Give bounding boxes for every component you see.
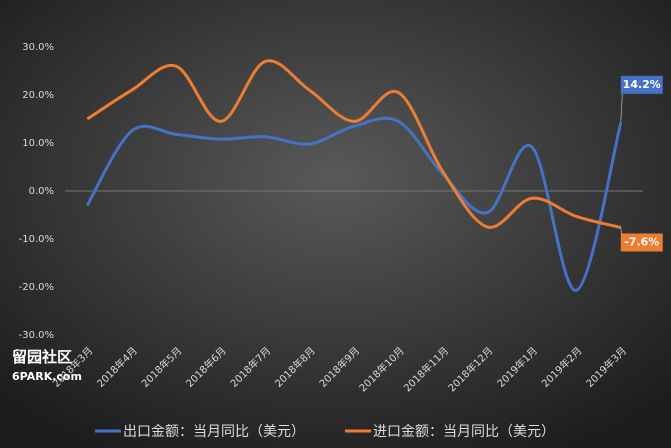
series-line <box>85 116 623 292</box>
legend-label: 出口金额：当月同比（美元） <box>123 424 305 440</box>
watermark: 留园社区 <box>12 348 72 366</box>
value-label-box <box>620 233 663 252</box>
y-tick-label: 20.0% <box>22 90 54 101</box>
y-tick-label: 0.0% <box>29 186 54 197</box>
y-tick-label: -10.0% <box>19 234 54 245</box>
series-line <box>86 59 622 229</box>
value-label: 14.2% <box>623 78 661 91</box>
value-label-box <box>620 75 663 94</box>
y-tick-label: -20.0% <box>19 282 54 293</box>
watermark: 6PARK.com <box>12 370 82 383</box>
y-tick-label: -30.0% <box>19 330 54 341</box>
legend-label: 进口金额：当月同比（美元） <box>373 424 555 440</box>
y-tick-label: 10.0% <box>22 138 54 149</box>
y-tick-label: 30.0% <box>22 42 54 53</box>
value-label: -7.6% <box>624 235 659 248</box>
